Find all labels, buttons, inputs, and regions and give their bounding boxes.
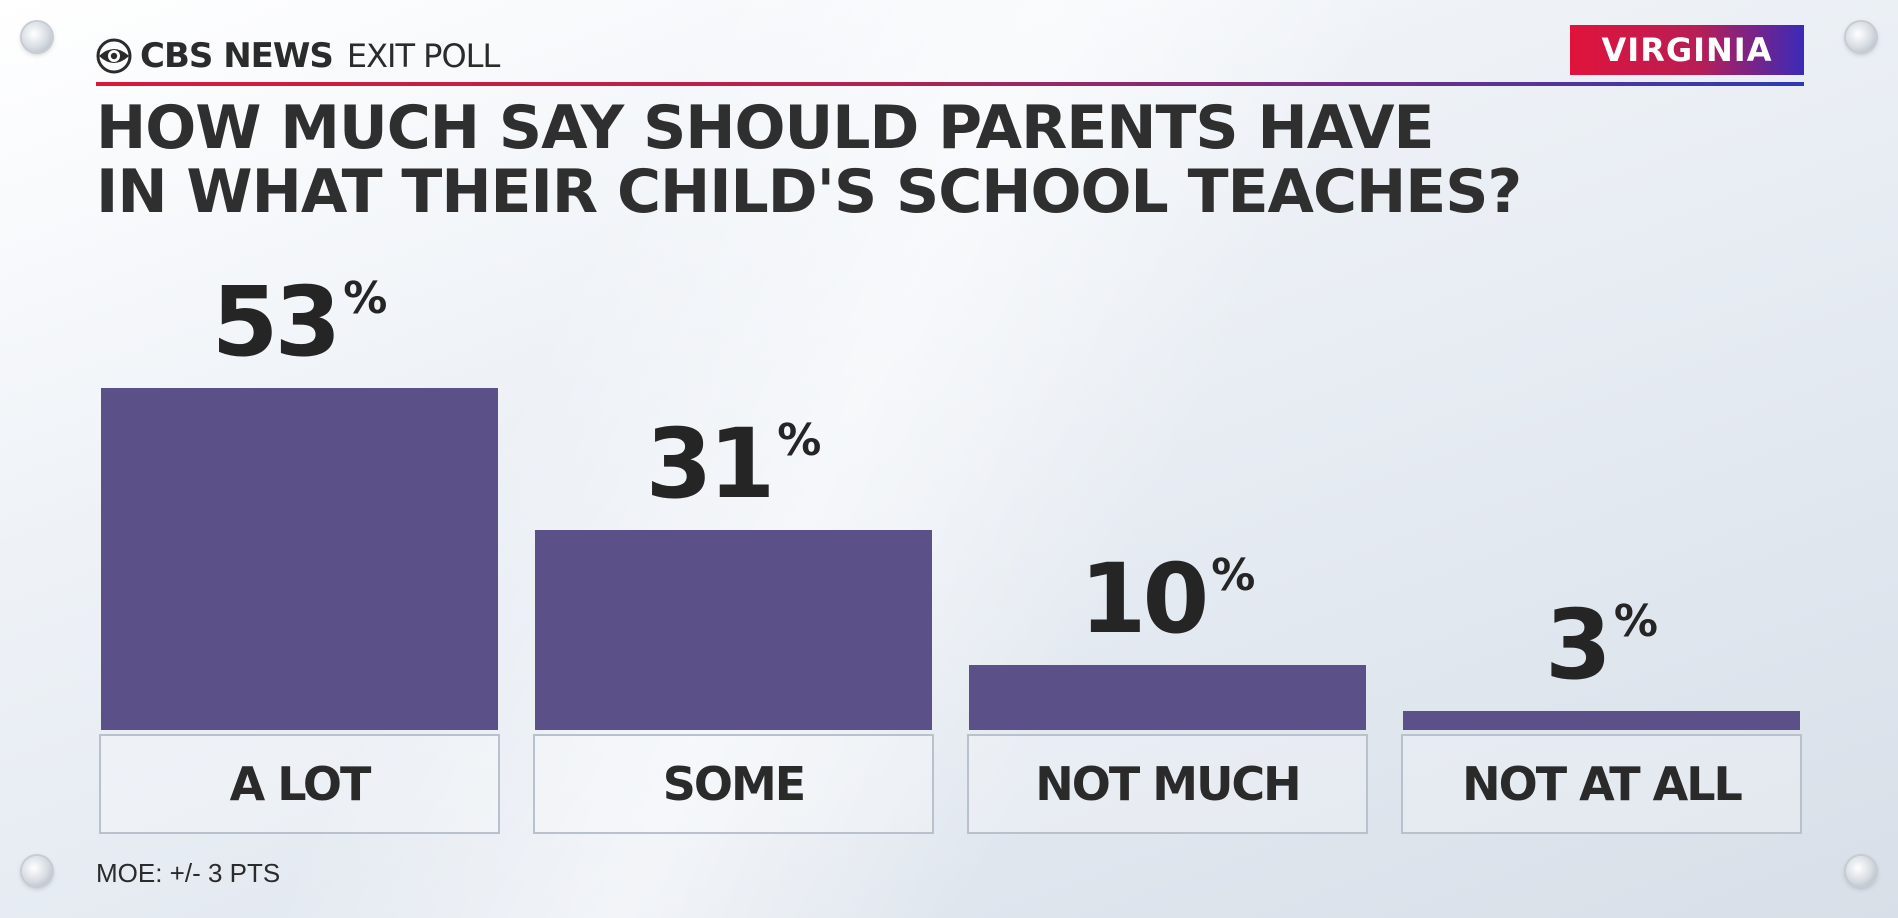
bar-value-percent: %	[1613, 596, 1658, 647]
bar-value-number: 53	[211, 266, 342, 378]
cbs-eye-icon	[96, 38, 132, 74]
bar-value-number: 10	[1079, 543, 1210, 655]
chart-title: HOW MUCH SAY SHOULD PARENTS HAVE IN WHAT…	[96, 96, 1776, 224]
bar-some	[535, 530, 932, 730]
category-label: A LOT	[99, 734, 500, 834]
brand-subtitle: EXIT POLL	[346, 37, 500, 75]
bar-value-label: 10%	[969, 543, 1366, 655]
bar-not-at-all	[1403, 711, 1800, 730]
margin-of-error: MOE: +/- 3 PTS	[96, 858, 281, 888]
corner-bolt-icon	[22, 22, 52, 52]
corner-bolt-icon	[22, 856, 52, 886]
bar-not-much	[969, 665, 1366, 730]
header: CBS NEWS EXIT POLL	[96, 34, 500, 78]
bar-value-percent: %	[777, 415, 822, 466]
state-badge: VIRGINIA	[1570, 25, 1804, 75]
bar-value-number: 31	[645, 408, 776, 520]
corner-bolt-icon	[1846, 22, 1876, 52]
brand-name: CBS NEWS	[140, 36, 334, 76]
chart-title-line-2: IN WHAT THEIR CHILD'S SCHOOL TEACHES?	[96, 157, 1522, 227]
bar-value-percent: %	[343, 273, 388, 324]
category-label: SOME	[533, 734, 934, 834]
bar-a-lot	[101, 388, 498, 730]
bar-value-label: 53%	[101, 266, 498, 378]
category-label: NOT MUCH	[967, 734, 1368, 834]
bar-value-label: 31%	[535, 408, 932, 520]
category-label: NOT AT ALL	[1401, 734, 1802, 834]
header-rule	[96, 82, 1804, 86]
bar-value-percent: %	[1211, 550, 1256, 601]
chart-title-line-1: HOW MUCH SAY SHOULD PARENTS HAVE	[96, 93, 1435, 163]
corner-bolt-icon	[1846, 856, 1876, 886]
bar-value-label: 3%	[1403, 589, 1800, 701]
bar-value-number: 3	[1545, 589, 1612, 701]
